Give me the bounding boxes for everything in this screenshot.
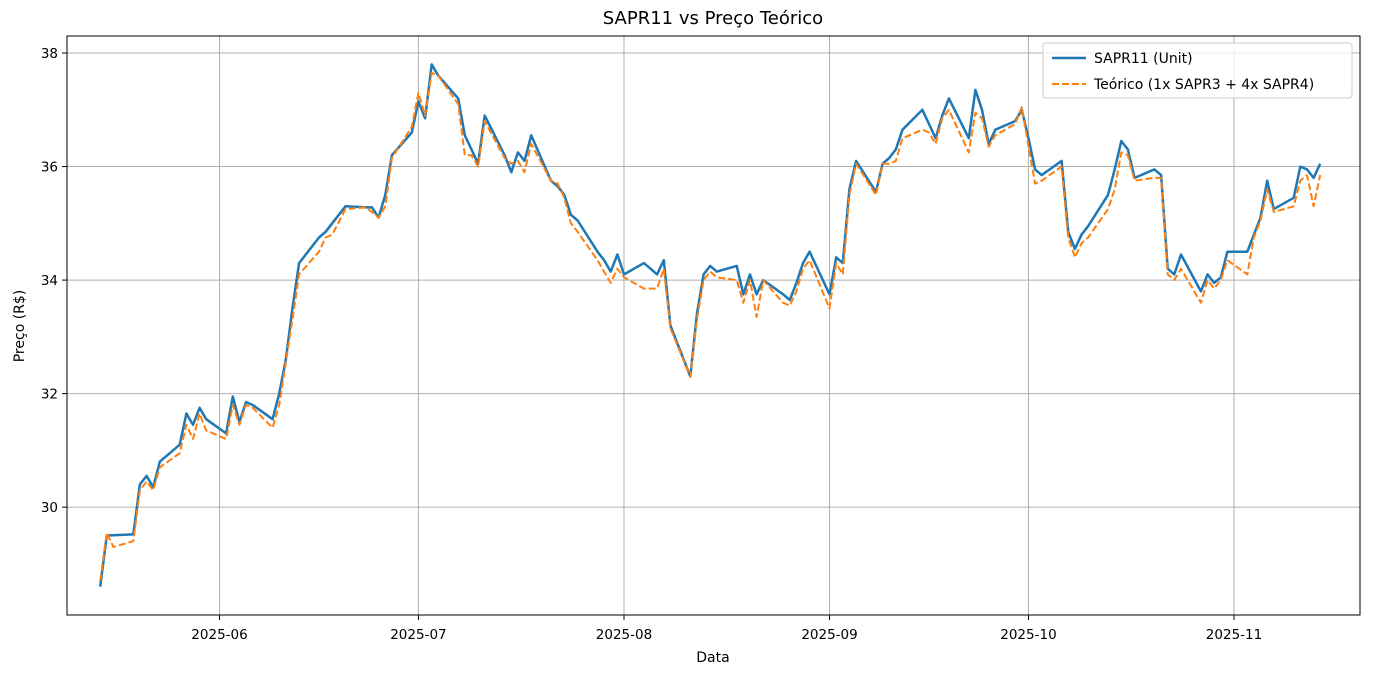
x-tick-label: 2025-10	[1000, 627, 1056, 643]
legend-label-teorico: Teórico (1x SAPR3 + 4x SAPR4)	[1093, 77, 1314, 93]
series-line-teorico	[99, 71, 1322, 582]
x-tick-label: 2025-07	[390, 627, 446, 643]
legend-label-sapr11: SAPR11 (Unit)	[1094, 51, 1193, 67]
x-tick-label: 2025-08	[596, 627, 652, 643]
series-line-sapr11	[98, 63, 1322, 587]
grid	[67, 36, 1360, 615]
plot-series	[98, 63, 1322, 587]
y-tick-label: 38	[41, 46, 58, 62]
plot-frame	[66, 35, 1361, 616]
chart-title: SAPR11 vs Preço Teórico	[603, 8, 823, 29]
y-tick-label: 30	[41, 500, 58, 516]
x-tick-label: 2025-06	[191, 627, 247, 643]
y-axis-label: Preço (R$)	[12, 290, 28, 363]
x-tick-label: 2025-11	[1206, 627, 1262, 643]
y-tick-label: 32	[41, 387, 58, 403]
axis-ticks: 2025-06 2025-07 2025-08 2025-09 2025-10 2025-…	[41, 46, 1262, 643]
legend: SAPR11 (Unit) Teórico (1x SAPR3 + 4x SAP…	[1042, 42, 1353, 99]
x-tick-label: 2025-09	[801, 627, 857, 643]
legend-box	[1042, 42, 1353, 99]
y-tick-label: 34	[41, 273, 58, 289]
y-tick-label: 36	[41, 160, 58, 176]
x-axis-label: Data	[696, 650, 729, 666]
